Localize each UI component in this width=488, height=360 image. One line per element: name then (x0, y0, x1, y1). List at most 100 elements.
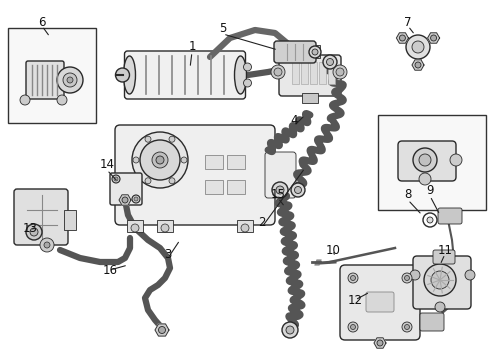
Circle shape (134, 197, 138, 201)
Circle shape (131, 224, 139, 232)
Circle shape (418, 173, 430, 185)
Circle shape (409, 270, 419, 280)
Circle shape (156, 156, 163, 164)
Circle shape (418, 154, 430, 166)
Circle shape (430, 271, 448, 289)
Circle shape (399, 35, 405, 41)
Polygon shape (155, 324, 169, 336)
Polygon shape (119, 195, 131, 205)
Circle shape (405, 35, 429, 59)
Circle shape (414, 62, 420, 68)
Text: 6: 6 (38, 15, 46, 28)
FancyBboxPatch shape (397, 141, 455, 181)
Bar (226, 180, 244, 194)
Bar (302, 93, 317, 103)
Text: 12: 12 (347, 293, 362, 306)
Circle shape (290, 183, 305, 197)
FancyBboxPatch shape (264, 152, 295, 198)
Bar (237, 220, 252, 232)
Circle shape (243, 63, 251, 71)
Polygon shape (427, 33, 439, 43)
Circle shape (161, 224, 169, 232)
Text: 16: 16 (102, 264, 117, 276)
Circle shape (335, 68, 343, 76)
FancyBboxPatch shape (110, 173, 142, 205)
Circle shape (404, 324, 408, 329)
Circle shape (114, 177, 118, 181)
Circle shape (401, 273, 411, 283)
Circle shape (145, 178, 151, 184)
Circle shape (426, 217, 432, 223)
Text: 9: 9 (426, 184, 433, 198)
Circle shape (308, 46, 320, 58)
Text: 5: 5 (219, 22, 226, 36)
FancyBboxPatch shape (437, 208, 461, 224)
FancyBboxPatch shape (14, 189, 68, 245)
Polygon shape (411, 60, 423, 70)
Circle shape (270, 65, 285, 79)
FancyBboxPatch shape (273, 41, 315, 63)
Circle shape (20, 95, 30, 105)
Circle shape (133, 157, 139, 163)
Circle shape (350, 324, 355, 329)
Text: 8: 8 (404, 189, 411, 202)
Ellipse shape (234, 56, 246, 94)
Circle shape (285, 326, 293, 334)
Bar (127, 220, 142, 232)
Text: 1: 1 (188, 40, 195, 54)
Bar (318, 62, 325, 84)
FancyBboxPatch shape (412, 256, 470, 309)
Circle shape (169, 136, 175, 142)
Circle shape (140, 140, 180, 180)
Polygon shape (396, 33, 407, 43)
Bar (64, 210, 76, 230)
Circle shape (241, 224, 248, 232)
Circle shape (376, 340, 382, 346)
Circle shape (430, 35, 436, 41)
Bar (291, 62, 298, 84)
Circle shape (323, 55, 336, 69)
Circle shape (44, 242, 50, 248)
FancyBboxPatch shape (365, 292, 393, 312)
Circle shape (464, 270, 474, 280)
Circle shape (411, 41, 423, 53)
Circle shape (243, 79, 251, 87)
Circle shape (115, 68, 129, 82)
Text: 13: 13 (22, 221, 38, 234)
Text: 3: 3 (164, 248, 171, 261)
Circle shape (132, 195, 140, 203)
Circle shape (347, 273, 357, 283)
FancyBboxPatch shape (26, 61, 64, 99)
Circle shape (423, 264, 455, 296)
Bar (157, 220, 173, 232)
Circle shape (404, 275, 408, 280)
Circle shape (30, 228, 38, 236)
Circle shape (122, 197, 128, 203)
Circle shape (449, 154, 461, 166)
Bar (327, 62, 334, 84)
Bar (204, 180, 223, 194)
Text: 2: 2 (258, 216, 265, 229)
Bar (226, 155, 244, 169)
Bar (301, 62, 307, 84)
Circle shape (152, 152, 168, 168)
Circle shape (181, 157, 186, 163)
Circle shape (282, 322, 297, 338)
Circle shape (57, 95, 67, 105)
Circle shape (132, 132, 187, 188)
Circle shape (294, 186, 301, 194)
Bar (204, 155, 223, 169)
Bar (309, 62, 316, 84)
Circle shape (169, 178, 175, 184)
Circle shape (158, 327, 165, 333)
Circle shape (275, 186, 284, 194)
Circle shape (67, 77, 73, 83)
FancyBboxPatch shape (419, 313, 443, 331)
Text: 14: 14 (99, 158, 114, 171)
Bar (8, 28, 96, 123)
Circle shape (273, 68, 282, 76)
Circle shape (26, 224, 42, 240)
Circle shape (311, 49, 317, 55)
Circle shape (145, 136, 151, 142)
FancyBboxPatch shape (339, 265, 419, 340)
